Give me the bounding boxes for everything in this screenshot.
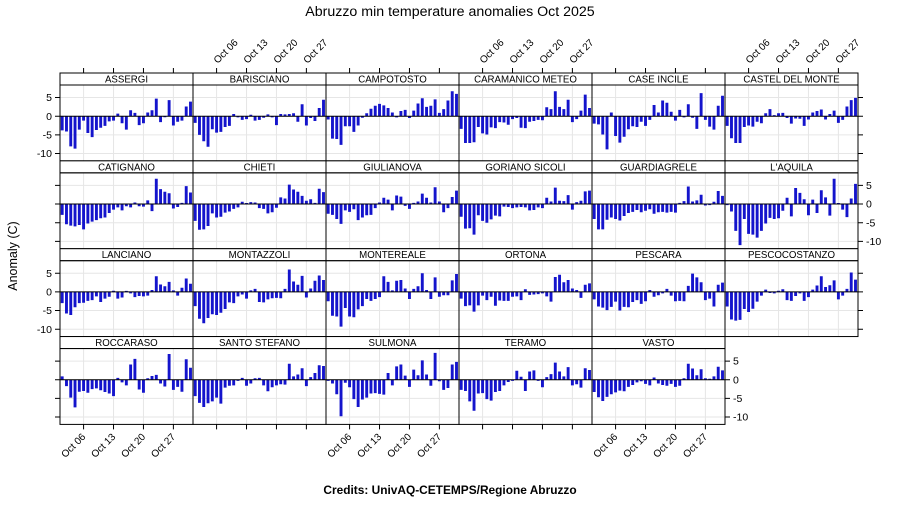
svg-text:ORTONA: ORTONA	[505, 250, 547, 261]
svg-text:-10: -10	[37, 324, 52, 336]
svg-text:5: 5	[866, 180, 872, 192]
svg-text:MONTAZZOLI: MONTAZZOLI	[229, 250, 291, 261]
svg-text:ASSERGI: ASSERGI	[105, 74, 148, 85]
svg-text:-5: -5	[43, 129, 52, 141]
svg-text:Anomaly (C): Anomaly (C)	[6, 221, 20, 290]
svg-text:PESCOCOSTANZO: PESCOCOSTANZO	[748, 250, 835, 261]
svg-text:-10: -10	[37, 148, 52, 160]
svg-text:ROCCARASO: ROCCARASO	[95, 338, 158, 349]
svg-text:CATIGNANO: CATIGNANO	[98, 162, 155, 173]
svg-text:-5: -5	[866, 217, 875, 229]
svg-text:Credits: UnivAQ-CETEMPS/Region: Credits: UnivAQ-CETEMPS/Regione Abruzzo	[323, 483, 576, 497]
svg-text:-5: -5	[43, 305, 52, 317]
svg-text:0: 0	[866, 199, 872, 211]
svg-text:-10: -10	[866, 236, 881, 248]
svg-text:0: 0	[733, 374, 739, 386]
svg-text:-10: -10	[733, 412, 748, 424]
svg-text:-5: -5	[733, 393, 742, 405]
svg-text:5: 5	[46, 92, 52, 104]
svg-text:MONTEREALE: MONTEREALE	[359, 250, 426, 261]
svg-text:LANCIANO: LANCIANO	[102, 250, 152, 261]
svg-text:PESCARA: PESCARA	[635, 250, 682, 261]
svg-text:5: 5	[733, 356, 739, 368]
svg-text:CASTEL DEL MONTE: CASTEL DEL MONTE	[743, 74, 840, 85]
svg-text:VASTO: VASTO	[643, 338, 675, 349]
svg-text:CHIETI: CHIETI	[244, 162, 276, 173]
svg-text:GORIANO SICOLI: GORIANO SICOLI	[485, 162, 565, 173]
svg-text:L'AQUILA: L'AQUILA	[770, 162, 813, 173]
svg-text:BARISCIANO: BARISCIANO	[230, 74, 290, 85]
svg-text:SULMONA: SULMONA	[369, 338, 417, 349]
svg-text:5: 5	[46, 268, 52, 280]
svg-text:Abruzzo min temperature anomal: Abruzzo min temperature anomalies Oct 20…	[305, 4, 595, 20]
svg-text:SANTO STEFANO: SANTO STEFANO	[219, 338, 301, 349]
svg-text:0: 0	[46, 287, 52, 299]
svg-text:CARAMANICO METEO: CARAMANICO METEO	[474, 74, 577, 85]
svg-text:GIULIANOVA: GIULIANOVA	[363, 162, 422, 173]
svg-text:GUARDIAGRELE: GUARDIAGRELE	[620, 162, 698, 173]
svg-text:TERAMO: TERAMO	[505, 338, 547, 349]
svg-text:0: 0	[46, 111, 52, 123]
svg-text:CAMPOTOSTO: CAMPOTOSTO	[358, 74, 427, 85]
svg-text:CASE INCILE: CASE INCILE	[628, 74, 689, 85]
